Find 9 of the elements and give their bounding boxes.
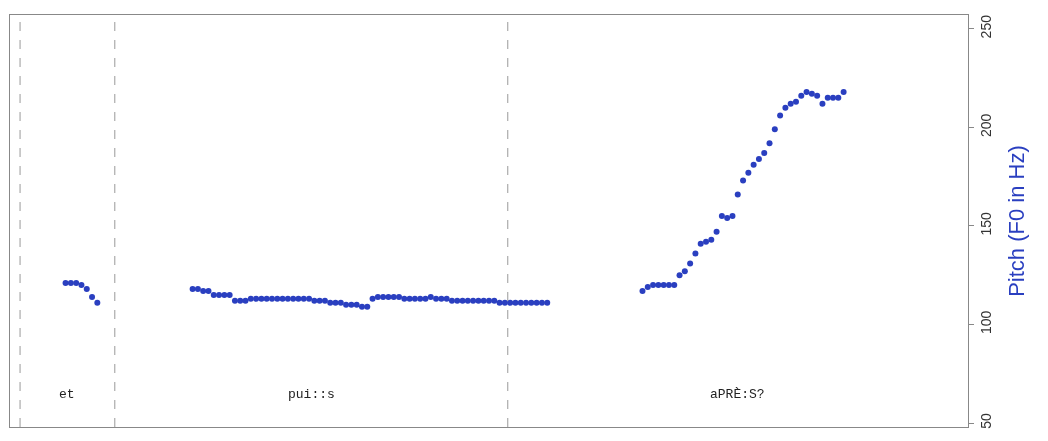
- y-tick-label: 250: [977, 14, 994, 39]
- annotation: aPRÈ:S?: [710, 387, 765, 402]
- annotation: et: [59, 387, 75, 402]
- y-tick-label: 100: [977, 310, 994, 335]
- y-axis-title: Pitch (F0 in Hz): [1003, 145, 1029, 297]
- y-tick-label: 50: [977, 412, 994, 429]
- y-tick-label: 200: [977, 113, 994, 137]
- y-tick-label: 150: [977, 211, 994, 236]
- annotation: pui::s: [288, 387, 335, 402]
